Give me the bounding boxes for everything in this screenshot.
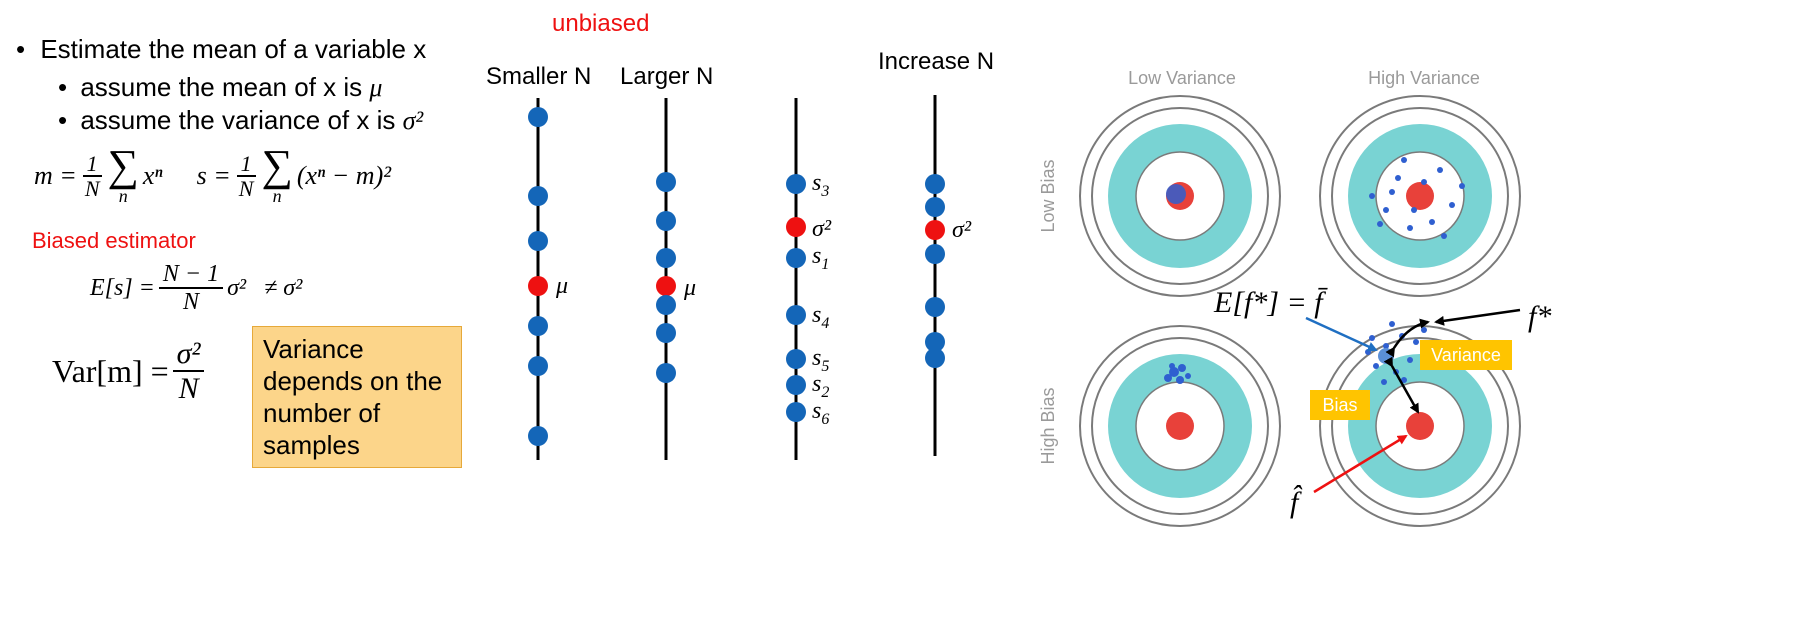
expected-prediction-point	[1378, 348, 1394, 364]
f-star-arrow	[1434, 308, 1521, 326]
variance-arrow	[1385, 318, 1430, 358]
formula-var-m: Var[m] = σ² N	[52, 338, 208, 405]
sample-point	[786, 248, 806, 268]
sample-point	[925, 174, 945, 194]
sample-point	[528, 107, 548, 127]
sample-point	[656, 363, 676, 383]
smaller-n-label: Smaller N	[486, 63, 592, 90]
mean-point	[656, 276, 676, 296]
sample-point	[528, 186, 548, 206]
fraction-1-over-n-s: 1 N	[235, 152, 258, 201]
variance-note-box: Variance depends on the number of sample…	[252, 326, 462, 468]
mu-label-larger: μ	[683, 275, 696, 301]
formula-m-s: m = 1 N ∑ n xⁿ s = 1 N ∑ n (xⁿ − m)²	[34, 141, 392, 207]
s6-subscript: 6	[821, 411, 829, 428]
sample-point	[925, 197, 945, 217]
sub-bullet-variance: • assume the variance of x is σ²	[58, 105, 424, 135]
s6-label: s6	[812, 398, 829, 428]
sample-point	[656, 295, 676, 315]
sample-point	[925, 244, 945, 264]
m-term: xⁿ	[142, 161, 163, 191]
mean-point	[528, 276, 548, 296]
s1-label: s1	[812, 243, 829, 273]
sub-bullet-var-text: assume the variance of x is	[80, 105, 403, 135]
s3-subscript: 3	[820, 183, 829, 200]
sub-bullet-mean-text: assume the mean of x is	[80, 72, 370, 102]
s4-label: s4	[812, 302, 829, 332]
s5-subscript: 5	[821, 358, 829, 375]
target-low-bias-low-variance	[1079, 95, 1281, 297]
sample-point	[786, 305, 806, 325]
sample-point	[528, 316, 548, 336]
sigma-sq-symbol: σ²	[402, 106, 424, 135]
sample-point	[528, 231, 548, 251]
high-bias-label: High Bias	[1038, 387, 1058, 464]
increase-n-label: Increase N	[878, 48, 995, 75]
fraction-sigma-over-n: σ² N	[172, 338, 205, 405]
s2-subscript: 2	[821, 384, 829, 401]
mu-symbol: μ	[369, 73, 383, 102]
sample-point	[925, 297, 945, 317]
high-variance-label: High Variance	[1368, 68, 1480, 88]
sigma-label-variance: σ²	[812, 216, 832, 242]
biased-estimator-label: Biased estimator	[32, 228, 196, 253]
fraction-1-over-n: 1 N	[81, 152, 104, 201]
s1-subscript: 1	[821, 256, 829, 273]
sample-point	[528, 426, 548, 446]
larger-n-label: Larger N	[620, 63, 714, 90]
unbiased-label: unbiased	[552, 10, 650, 37]
low-variance-label: Low Variance	[1128, 68, 1236, 88]
sample-point	[925, 348, 945, 368]
bullet-dot: •	[16, 34, 26, 64]
s3-label: s3	[812, 170, 829, 200]
sum-m: ∑ n	[107, 141, 139, 206]
sigma-label-increase: σ²	[952, 217, 972, 243]
bullet-main: • Estimate the mean of a variable x	[16, 34, 426, 65]
formula-expected-s: E[s] = N − 1 N σ² ≠ σ²	[90, 261, 303, 316]
f-star-label: f*	[1528, 300, 1551, 333]
sample-point	[656, 211, 676, 231]
es-lhs: E[s] =	[90, 275, 155, 302]
target-high-bias-low-variance	[1079, 325, 1281, 527]
sample-point	[656, 323, 676, 343]
sum-s: ∑ n	[261, 141, 293, 206]
sample-point	[786, 174, 806, 194]
mu-label-smaller: μ	[555, 273, 568, 299]
target-high-bias-high-variance	[1319, 321, 1521, 527]
sample-point	[656, 248, 676, 268]
target-low-bias-high-variance	[1319, 95, 1521, 297]
formula-s-lhs: s =	[196, 161, 231, 191]
variance-tag: Variance	[1420, 340, 1512, 370]
sample-point	[925, 332, 945, 352]
sample-point	[528, 356, 548, 376]
f-hat-label: f̂	[1290, 485, 1303, 519]
low-bias-label: Low Bias	[1038, 159, 1058, 232]
variance-point	[925, 220, 945, 240]
s4-subscript: 4	[821, 315, 829, 332]
sample-point	[786, 375, 806, 395]
sample-point	[786, 349, 806, 369]
expectation-arrow	[1305, 316, 1378, 352]
bias-arrow	[1383, 356, 1420, 414]
s-term: (xⁿ − m)²	[296, 161, 392, 191]
sub-bullet-mean: • assume the mean of x is μ	[58, 72, 383, 102]
sample-point	[786, 402, 806, 422]
sample-point	[656, 172, 676, 192]
es-rhs: σ² ≠ σ²	[227, 275, 303, 302]
bullet-main-text: Estimate the mean of a variable x	[40, 34, 427, 64]
variance-point	[786, 217, 806, 237]
f-hat-arrow	[1313, 434, 1408, 494]
expectation-label: E[f*] = f̄	[1213, 286, 1328, 319]
var-lhs: Var[m] =	[52, 352, 169, 389]
formula-m-lhs: m =	[34, 161, 77, 191]
s2-label: s2	[812, 371, 829, 401]
fraction-n-minus-1: N − 1 N	[158, 261, 224, 316]
bias-tag: Bias	[1310, 390, 1370, 420]
